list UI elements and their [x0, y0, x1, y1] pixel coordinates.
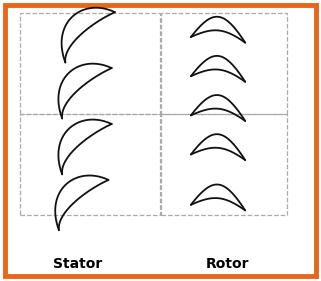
Bar: [20, 114, 160, 215]
Bar: [160, 13, 287, 114]
Text: Rotor: Rotor: [206, 257, 249, 271]
Bar: [20, 13, 160, 114]
Bar: [160, 114, 287, 215]
Text: Stator: Stator: [53, 257, 102, 271]
